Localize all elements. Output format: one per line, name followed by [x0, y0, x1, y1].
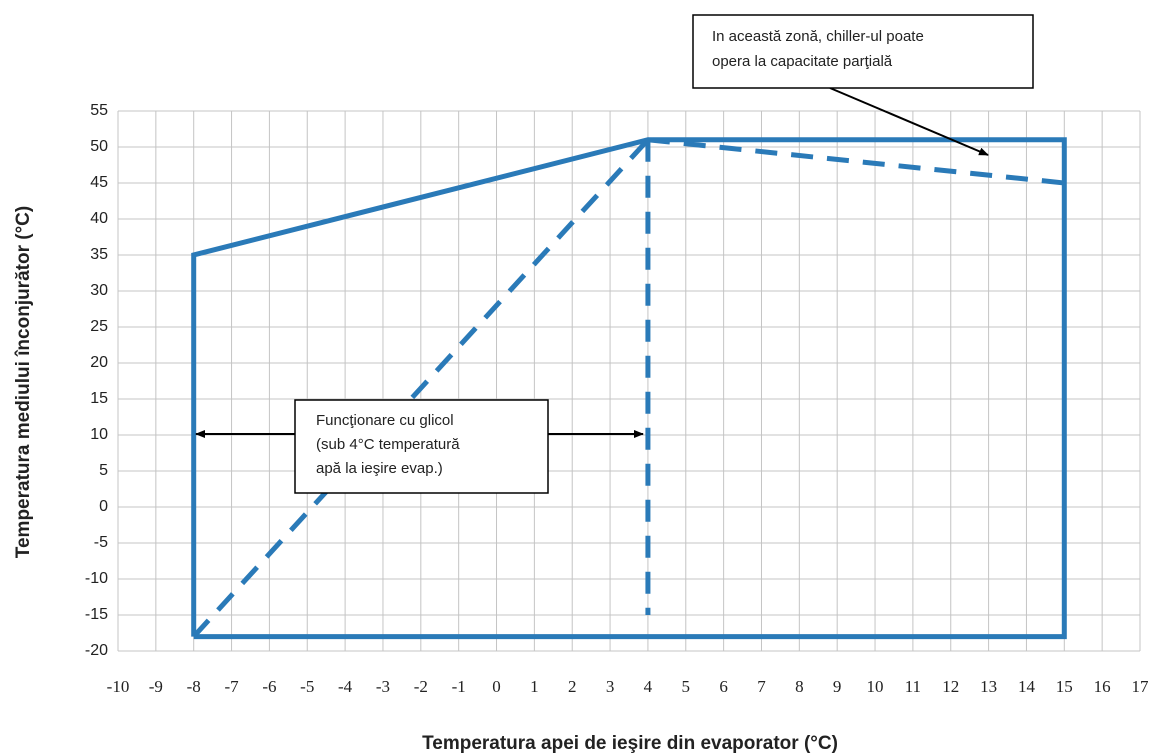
x-tick-label: -8: [187, 677, 201, 696]
x-axis-label: Temperatura apei de ieşire din evaporato…: [422, 733, 838, 754]
y-tick-label: 15: [90, 390, 108, 407]
x-tick-label: 7: [757, 677, 766, 696]
x-tick-label: -3: [376, 677, 390, 696]
y-tick-label: 20: [90, 354, 108, 371]
x-tick-label: 0: [492, 677, 501, 696]
grid: -10 -9 -8 -7 -6 -5 -4 -3 -2 -1 0 1 2 3 4 5 6 7 8 9 10 11 12 13 1…: [85, 102, 1149, 696]
y-tick-label: 40: [90, 210, 108, 227]
x-tick-label: 9: [833, 677, 842, 696]
x-tick-label: 2: [568, 677, 577, 696]
annotation-text: apă la ieşire evap.): [316, 460, 443, 477]
arrow: [829, 87, 989, 156]
x-tick-label: 13: [980, 677, 997, 696]
y-tick-label: -5: [94, 534, 108, 551]
y-tick-label: 35: [90, 246, 108, 263]
annotation-text: opera la capacitate parţială: [712, 53, 893, 70]
x-tick-label: 4: [644, 677, 653, 696]
y-tick-label: 55: [90, 102, 108, 119]
x-tick-label: -7: [224, 677, 239, 696]
x-tick-label: 1: [530, 677, 539, 696]
marks: [191, 137, 1067, 640]
y-tick-label: 45: [90, 174, 108, 191]
x-tick-label: 16: [1094, 677, 1111, 696]
x-tick-label: -4: [338, 677, 353, 696]
y-tick-label: 10: [90, 426, 108, 443]
x-tick-label: -5: [300, 677, 314, 696]
y-tick-label: 25: [90, 318, 108, 335]
x-tick-label: -6: [262, 677, 276, 696]
y-tick-label: 50: [90, 138, 108, 155]
series-line: [647, 137, 1065, 186]
x-tick-label: -9: [149, 677, 163, 696]
y-tick-label: -20: [85, 642, 108, 659]
y-tick-label: -10: [85, 570, 108, 587]
y-tick-label: 30: [90, 282, 108, 299]
annotation-text: (sub 4°C temperatură: [316, 436, 460, 453]
x-tick-label: -1: [452, 677, 466, 696]
annotation-text: Funcţionare cu glicol: [316, 412, 454, 429]
y-tick-label: -15: [85, 606, 108, 623]
series-line: [191, 137, 1067, 640]
series-line: [191, 138, 650, 639]
x-tick-label: 6: [719, 677, 728, 696]
annotation-text: In această zonă, chiller-ul poate: [712, 28, 924, 45]
annotation-box: [692, 14, 1034, 89]
x-tick-label: 3: [606, 677, 615, 696]
x-tick-label: 8: [795, 677, 804, 696]
x-tick-label: -2: [414, 677, 428, 696]
x-tick-label: 12: [942, 677, 959, 696]
y-axis-label: Temperatura mediului înconjurător (°C): [13, 206, 34, 558]
x-tick-label: 15: [1056, 677, 1073, 696]
x-tick-label: 11: [905, 677, 921, 696]
y-tick-label: 0: [99, 498, 108, 515]
x-tick-label: 5: [682, 677, 691, 696]
x-tick-label: -10: [107, 677, 130, 696]
y-tick-label: 5: [99, 462, 108, 479]
x-tick-label: 17: [1132, 677, 1150, 696]
annotation-box: [294, 399, 549, 494]
x-tick-label: 10: [867, 677, 884, 696]
x-tick-label: 14: [1018, 677, 1036, 696]
